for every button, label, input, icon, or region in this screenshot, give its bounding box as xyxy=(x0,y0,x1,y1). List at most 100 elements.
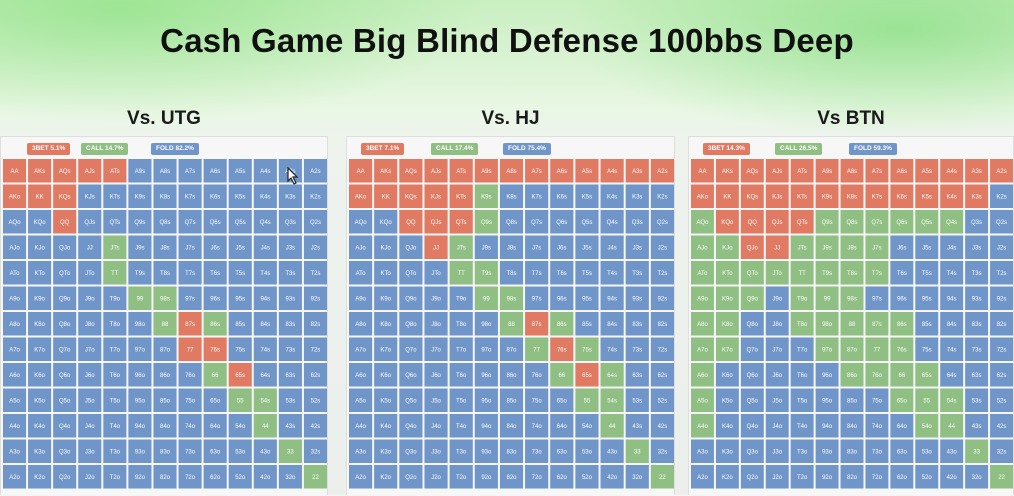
hand-cell-bg xyxy=(965,312,989,336)
hand-cell-99-call: 99 xyxy=(474,286,498,310)
hand-cell-bg xyxy=(575,184,599,208)
hand-cell-bg xyxy=(790,363,814,387)
hand-cell-98s-call: 98s xyxy=(499,286,524,310)
hand-cell-53s-fold: 53s xyxy=(278,388,302,412)
hand-cell-53s-fold: 53s xyxy=(965,388,989,412)
hand-cell-T9s-fold: T9s xyxy=(128,261,152,285)
hand-cell-bg xyxy=(790,465,814,489)
hand-cell-label: 74o xyxy=(185,424,196,430)
hand-cell-label: 44 xyxy=(262,424,269,430)
hand-cell-bg xyxy=(449,465,473,489)
hand-cell-Q9o-fold: Q9o xyxy=(53,286,77,310)
hand-cell-J8s-fold: J8s xyxy=(499,235,524,259)
hand-cell-bg xyxy=(691,159,714,183)
hand-cell-96o-fold: 96o xyxy=(474,363,498,387)
hand-cell-86o-fold: 86o xyxy=(499,363,524,387)
hand-cell-label: Q4s xyxy=(260,220,271,226)
hand-cell-74o-fold: 74o xyxy=(525,414,549,438)
hand-cell-bg xyxy=(178,465,202,489)
hand-cell-label: J9o xyxy=(772,296,782,302)
hand-cell-bg xyxy=(3,286,27,310)
hand-cell-label: J8o xyxy=(85,322,95,328)
hand-cell-Q9o-fold: Q9o xyxy=(399,286,423,310)
hand-cell-97s-fold: 97s xyxy=(178,286,202,310)
hand-cell-bg xyxy=(278,363,302,387)
hand-cell-bg xyxy=(499,235,524,259)
hand-cell-43o-fold: 43o xyxy=(253,439,277,463)
hand-cell-bg xyxy=(550,388,574,412)
hand-cell-bg xyxy=(815,363,839,387)
hand-cell-label: K9s xyxy=(822,194,832,200)
hand-cell-bg xyxy=(840,210,864,234)
hand-cell-bg xyxy=(449,159,473,183)
hand-cell-bg xyxy=(128,210,152,234)
hand-cell-bg xyxy=(525,337,549,361)
hand-cell-label: KK xyxy=(36,194,44,200)
hand-cell-bg xyxy=(525,363,549,387)
hand-cell-K7o-fold: K7o xyxy=(28,337,52,361)
hand-cell-bg xyxy=(128,388,152,412)
hand-cell-bg xyxy=(278,235,302,259)
hand-cell-bg xyxy=(349,312,373,336)
hand-cell-label: 75o xyxy=(532,398,543,404)
hand-cell-bg xyxy=(965,235,989,259)
hand-cell-K5s-fold: K5s xyxy=(575,184,599,208)
hand-cell-bg xyxy=(78,235,102,259)
hand-cell-label: 93s xyxy=(632,296,642,302)
hand-cell-label: ATs xyxy=(110,169,120,175)
hand-cell-label: 43o xyxy=(607,449,618,455)
hand-cell-label: A9o xyxy=(697,296,708,302)
hand-cell-label: J4s xyxy=(607,245,616,251)
hand-cell-bg xyxy=(28,286,52,310)
hand-cell-QTo-call: QTo xyxy=(740,261,764,285)
hand-cell-55-call: 55 xyxy=(228,388,252,412)
hand-cell-label: JJ xyxy=(774,245,780,251)
hand-cell-bg xyxy=(178,312,202,336)
hand-cell-63s-fold: 63s xyxy=(965,363,989,387)
hand-cell-bg xyxy=(840,312,864,336)
hand-cell-J2s-fold: J2s xyxy=(650,235,674,259)
hand-cell-label: A2s xyxy=(310,169,320,175)
hand-cell-K3o-fold: K3o xyxy=(28,439,52,463)
hand-cell-KTs-3bet: KTs xyxy=(449,184,473,208)
hand-cell-label: QQ xyxy=(406,220,416,226)
hand-cell-96o-fold: 96o xyxy=(128,363,152,387)
hand-cell-QTs-fold: QTs xyxy=(103,210,127,234)
hand-cell-83s-fold: 83s xyxy=(965,312,989,336)
hand-cell-bg xyxy=(474,235,498,259)
hand-cell-label: KK xyxy=(723,194,731,200)
hand-cell-label: A2o xyxy=(9,475,20,481)
hand-cell-bg xyxy=(203,465,227,489)
hand-cell-label: T3o xyxy=(110,449,121,455)
hand-cell-bg xyxy=(740,363,764,387)
hand-cell-label: 63o xyxy=(210,449,221,455)
hand-cell-label: K7o xyxy=(380,347,391,353)
hand-cell-bg xyxy=(178,210,202,234)
hand-cell-J4o-fold: J4o xyxy=(78,414,102,438)
hand-cell-bg xyxy=(303,414,327,438)
hand-cell-label: 86s xyxy=(210,322,220,328)
hand-cell-label: 64s xyxy=(947,373,957,379)
hand-cell-bg xyxy=(740,465,764,489)
hand-cell-73s-fold: 73s xyxy=(278,337,302,361)
hand-cell-T2s-fold: T2s xyxy=(650,261,674,285)
hand-cell-54s-call: 54s xyxy=(253,388,277,412)
hand-cell-54o-fold: 54o xyxy=(575,414,599,438)
hand-cell-bg xyxy=(940,261,964,285)
hand-cell-bg xyxy=(525,439,549,463)
hand-cell-T5o-fold: T5o xyxy=(790,388,814,412)
hand-cell-K2s-fold: K2s xyxy=(650,184,674,208)
hand-cell-label: J6s xyxy=(557,245,566,251)
hand-cell-bg xyxy=(128,312,152,336)
hand-cell-Q4s-fold: Q4s xyxy=(253,210,277,234)
hand-cell-label: T2o xyxy=(456,475,467,481)
hand-cell-label: 65s xyxy=(582,373,592,379)
hand-cell-93s-fold: 93s xyxy=(625,286,649,310)
hand-cell-T4o-fold: T4o xyxy=(103,414,127,438)
hand-cell-label: T8o xyxy=(797,322,808,328)
hand-cell-QJo-3bet: QJo xyxy=(740,235,764,259)
hand-cell-92o-fold: 92o xyxy=(815,465,839,489)
hand-cell-82s-fold: 82s xyxy=(303,312,327,336)
hand-cell-label: Q5s xyxy=(581,220,592,226)
hand-cell-label: Q5s xyxy=(235,220,246,226)
